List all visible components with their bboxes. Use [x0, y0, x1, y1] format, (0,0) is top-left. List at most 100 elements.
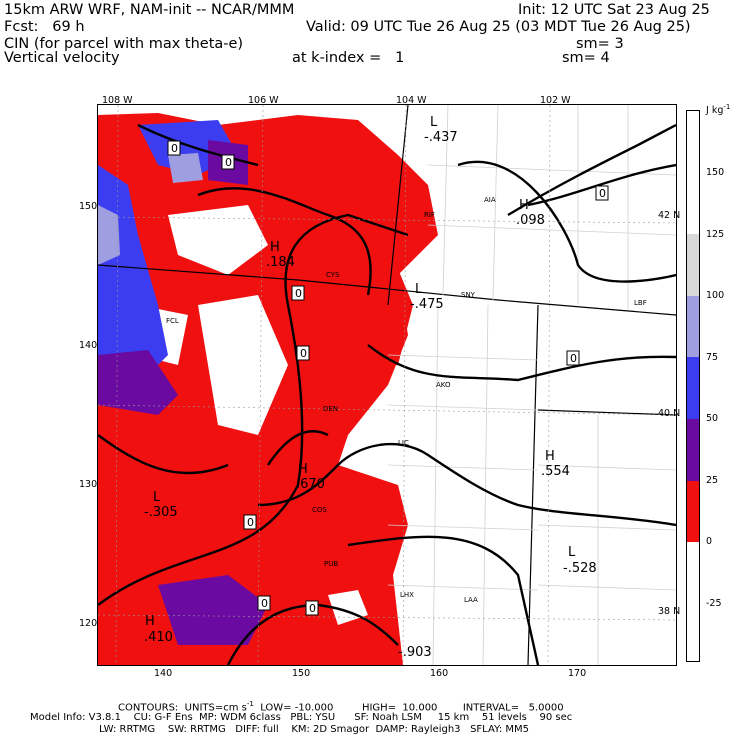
colorbar-label: 75 [706, 352, 719, 363]
y-grid-tick: 150 [79, 201, 98, 212]
low-value: -.528 [563, 561, 597, 576]
colorbar-swatch [687, 296, 699, 357]
station-label: LBF [634, 299, 647, 307]
lon-tick: 106 W [248, 95, 279, 106]
low-label: L [568, 545, 576, 560]
zero-label: 0 [247, 516, 254, 529]
smoothing-vv: sm= 4 [562, 50, 610, 66]
station-label: SNY [461, 291, 476, 299]
colorbar-swatch [687, 234, 699, 296]
high-label: H [519, 198, 529, 213]
station-label: FCL [166, 317, 179, 325]
high-value: .670 [296, 477, 325, 492]
state-borders [98, 105, 676, 665]
zero-label: 0 [300, 347, 307, 360]
y-grid-tick: 120 [79, 618, 98, 629]
colorbar-label: 100 [706, 290, 725, 301]
zero-label: 0 [295, 287, 302, 300]
cin-red-region [298, 235, 413, 375]
station-label: DEN [323, 405, 338, 413]
cin-map: 0 0 0 0 0 0 0 0 0 AIA SNY LBF CYS FCL DE… [98, 105, 676, 665]
low-value: -.475 [410, 297, 444, 312]
low-label: L [415, 282, 423, 297]
x-grid-tick: 150 [292, 668, 311, 679]
k-index: at k-index = 1 [292, 50, 405, 66]
lon-tick: 102 W [540, 95, 571, 106]
colorbar-unit: J kg-1 [706, 103, 731, 117]
cin-purple-region [98, 350, 178, 415]
station-labels: AIA SNY LBF CYS FCL DEN AKO LIC COS PUB … [166, 196, 647, 604]
map-panel: 0 0 0 0 0 0 0 0 0 AIA SNY LBF CYS FCL DE… [97, 104, 677, 666]
forecast-hour: Fcst: 69 h [4, 19, 85, 35]
station-label: COS [312, 506, 327, 514]
zero-label: 0 [599, 187, 606, 200]
station-label: LIC [398, 439, 409, 447]
colorbar-label: 125 [706, 229, 725, 240]
lon-tick: 108 W [102, 95, 133, 106]
county-lines [387, 105, 676, 665]
high-label: H [145, 614, 155, 629]
high-value: .554 [541, 464, 570, 479]
lat-tick: 38 N [658, 606, 681, 617]
colorbar [686, 110, 700, 662]
station-label: LHX [400, 591, 414, 599]
cin-purple-region [158, 575, 268, 645]
zero-label: 0 [225, 156, 232, 169]
colorbar-label: 50 [706, 413, 719, 424]
x-grid-tick: 170 [568, 668, 587, 679]
model-title: 15km ARW WRF, NAM-init -- NCAR/MMM [4, 2, 295, 18]
colorbar-swatch [687, 481, 699, 542]
station-label: AKO [436, 381, 451, 389]
colorbar-swatch [687, 111, 699, 234]
y-grid-tick: 140 [79, 340, 98, 351]
colorbar-label: 25 [706, 475, 719, 486]
high-value: .184 [266, 255, 295, 270]
station-label: AIA [484, 196, 496, 204]
field-name-vv: Vertical velocity [4, 50, 120, 66]
high-value: .410 [144, 630, 173, 645]
low-value: -.903 [398, 645, 432, 660]
x-grid-tick: 140 [154, 668, 173, 679]
vv-contours [98, 123, 676, 665]
zero-label: 0 [171, 142, 178, 155]
high-label: H [270, 240, 280, 255]
lon-tick: 104 W [396, 95, 427, 106]
low-label: L [430, 115, 438, 130]
init-time: Init: 12 UTC Sat 23 Aug 25 [518, 2, 710, 18]
station-label: LAA [464, 596, 478, 604]
lat-tick: 40 N [658, 408, 681, 419]
high-label: H [298, 462, 308, 477]
low-label: L [153, 490, 161, 505]
station-label: PUB [324, 560, 338, 568]
low-value: -.305 [144, 505, 178, 520]
contour-info: CONTOURS: UNITS=cm s-1 LOW= -10.000 HIGH… [118, 700, 564, 714]
colorbar-swatch [687, 357, 699, 419]
colorbar-swatch [687, 419, 699, 481]
zero-label: 0 [309, 602, 316, 615]
zero-label: 0 [261, 597, 268, 610]
colorbar-label: 0 [706, 536, 713, 547]
colorbar-label: -25 [706, 598, 722, 609]
zero-label: 0 [570, 352, 577, 365]
model-info: Model Info: V3.8.1 CU: G-F Ens MP: WDM 6… [30, 712, 573, 723]
x-grid-tick: 160 [430, 668, 449, 679]
y-grid-tick: 130 [79, 479, 98, 490]
cin-lavender-region [98, 205, 120, 265]
colorbar-label: 150 [706, 167, 725, 178]
cin-white-region [198, 295, 288, 435]
valid-time: Valid: 09 UTC Tue 26 Aug 25 (03 MDT Tue … [306, 19, 691, 35]
colorbar-swatch [687, 542, 699, 661]
zero-labels: 0 0 0 0 0 0 0 0 0 [167, 140, 609, 616]
low-value: -.437 [424, 130, 458, 145]
high-value: .098 [516, 213, 545, 228]
cin-lavender-region [168, 153, 203, 183]
latlon-grid [98, 105, 676, 665]
lat-tick: 42 N [658, 210, 681, 221]
physics-info: LW: RRTMG SW: RRTMG DIFF: full KM: 2D Sm… [99, 724, 529, 735]
cin-white-region [168, 205, 268, 275]
high-label: H [545, 449, 555, 464]
station-label: CYS [326, 271, 340, 279]
field-name-cin: CIN (for parcel with max theta-e) [4, 36, 244, 52]
station-label: RIF [424, 211, 435, 219]
smoothing-cin: sm= 3 [576, 36, 624, 52]
